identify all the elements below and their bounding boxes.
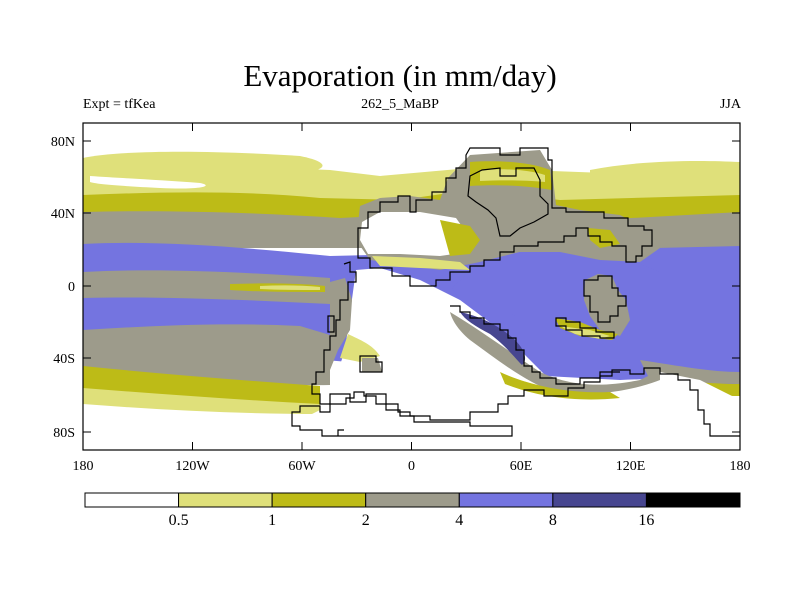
tethys-island-grey bbox=[584, 274, 630, 336]
south-continent-coast-grey bbox=[450, 312, 660, 395]
nh-white-patch bbox=[90, 176, 206, 189]
coastline-far-south bbox=[337, 429, 344, 436]
lat-tick-label: 40S bbox=[53, 352, 75, 367]
lon-tick-label: 180 bbox=[73, 459, 94, 474]
south-continent-white bbox=[83, 268, 740, 450]
north-interior-olive bbox=[440, 220, 480, 256]
west-coast-grey bbox=[330, 278, 352, 370]
sh-band-grey bbox=[83, 324, 330, 386]
coastline-tethys-island bbox=[583, 275, 627, 323]
longitude-axis: 180 120W 60W 0 60E 120E 180 bbox=[73, 123, 751, 474]
equatorial-light-strip bbox=[260, 285, 320, 290]
colorbar-swatch bbox=[365, 492, 460, 508]
nh-band-light-west bbox=[83, 151, 323, 173]
lat-tick-label: 80S bbox=[53, 426, 75, 441]
colorbar-swatch bbox=[458, 492, 554, 508]
lon-tick-label: 180 bbox=[730, 459, 751, 474]
colorbar-label: 0.5 bbox=[169, 512, 189, 529]
coastline-west-island bbox=[327, 315, 335, 333]
colorbar-label: 8 bbox=[549, 512, 557, 529]
colorbar: 0.5 1 2 4 8 16 bbox=[84, 492, 741, 529]
evaporation-field bbox=[83, 123, 740, 450]
lon-tick-label: 120W bbox=[175, 459, 210, 474]
sh-band-light bbox=[83, 388, 320, 414]
coastline-south-ice bbox=[291, 391, 513, 437]
lon-tick-label: 60E bbox=[510, 459, 533, 474]
colorbar-swatch bbox=[645, 492, 741, 508]
equatorial-grey-strip bbox=[83, 270, 330, 304]
latitude-axis: 80N 40N 0 40S 80S bbox=[51, 135, 740, 441]
lat-tick-label: 0 bbox=[68, 280, 75, 295]
lat-tick-label: 40N bbox=[51, 207, 75, 222]
south-continent-coast-olive bbox=[500, 372, 620, 400]
time-label: 262_5_MaBP bbox=[361, 97, 439, 112]
colorbar-label: 1 bbox=[268, 512, 276, 529]
colorbar-swatch bbox=[271, 492, 367, 508]
lat-tick-label: 80N bbox=[51, 135, 75, 150]
coastlines bbox=[291, 147, 740, 437]
colorbar-label: 16 bbox=[638, 512, 654, 529]
west-coast-light bbox=[340, 334, 380, 362]
colorbar-label: 4 bbox=[455, 512, 463, 529]
coastline-small-island bbox=[359, 355, 383, 373]
nh-band-light-east bbox=[590, 160, 740, 198]
experiment-label: Expt = tfKea bbox=[83, 97, 156, 112]
season-label: JJA bbox=[719, 97, 741, 112]
colorbar-swatch bbox=[552, 492, 647, 508]
lon-tick-label: 60W bbox=[288, 459, 316, 474]
coastal-dark-blue bbox=[460, 312, 526, 365]
coastline-southern-interior bbox=[450, 305, 620, 385]
colorbar-swatch bbox=[84, 492, 180, 508]
coastline-north-continent bbox=[357, 147, 653, 287]
colorbar-swatch bbox=[178, 492, 273, 508]
coastline-tethys-peninsula bbox=[555, 317, 615, 339]
coastline-inner-basin bbox=[467, 167, 549, 237]
colorbar-label: 2 bbox=[362, 512, 370, 529]
lon-tick-label: 120E bbox=[616, 459, 646, 474]
north-interior-light bbox=[372, 256, 470, 270]
map-title: Evaporation (in mm/day) bbox=[243, 58, 557, 93]
lon-tick-label: 0 bbox=[408, 459, 415, 474]
coastline-south-continent bbox=[311, 261, 740, 437]
